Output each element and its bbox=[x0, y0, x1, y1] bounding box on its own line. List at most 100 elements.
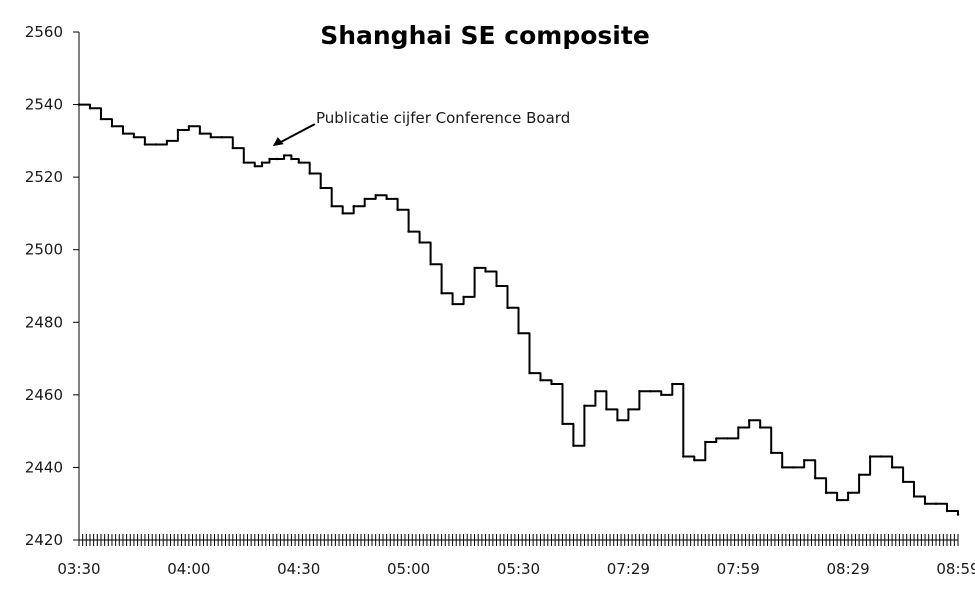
data-point bbox=[407, 230, 410, 233]
data-point bbox=[165, 139, 169, 143]
y-tick-label: 2420 bbox=[25, 531, 63, 549]
data-point bbox=[682, 455, 685, 458]
data-point bbox=[260, 161, 264, 164]
data-point bbox=[319, 186, 322, 190]
data-point bbox=[330, 205, 333, 208]
data-point bbox=[605, 408, 608, 411]
data-point bbox=[418, 241, 421, 244]
data-point bbox=[901, 480, 905, 484]
data-point bbox=[879, 455, 883, 458]
data-point bbox=[616, 419, 619, 422]
y-tick-label: 2500 bbox=[25, 241, 63, 259]
data-point bbox=[374, 194, 377, 197]
data-point bbox=[99, 117, 103, 121]
data-point bbox=[704, 440, 707, 444]
data-point bbox=[638, 390, 641, 393]
data-point bbox=[759, 426, 762, 429]
data-point bbox=[781, 466, 784, 469]
x-tick-label: 07:59 bbox=[717, 560, 760, 578]
data-point bbox=[934, 502, 938, 505]
chart-title: Shanghai SE composite bbox=[320, 21, 650, 50]
series-layer bbox=[77, 103, 960, 516]
data-point bbox=[517, 332, 520, 335]
data-point bbox=[748, 419, 751, 422]
data-point bbox=[209, 136, 212, 139]
data-point bbox=[268, 157, 271, 161]
data-point bbox=[352, 205, 355, 208]
y-axis-ticks: 2420 2440 2460 2480 2500 2520 2540 2560 bbox=[25, 23, 79, 549]
data-point bbox=[143, 143, 147, 146]
data-point bbox=[671, 382, 674, 386]
data-point bbox=[803, 459, 806, 462]
data-point bbox=[726, 437, 729, 440]
y-tick-label: 2540 bbox=[25, 96, 63, 114]
data-point bbox=[275, 157, 278, 161]
data-point bbox=[835, 498, 839, 502]
data-point bbox=[429, 263, 432, 266]
data-point bbox=[539, 379, 542, 382]
annotation-label: Publicatie cijfer Conference Board bbox=[316, 109, 570, 127]
data-point bbox=[550, 382, 553, 386]
data-point bbox=[857, 473, 861, 476]
data-point bbox=[506, 306, 509, 309]
annotation-arrow bbox=[278, 123, 316, 144]
x-tick-label: 04:00 bbox=[167, 560, 210, 578]
annotation: Publicatie cijfer Conference Board bbox=[272, 109, 570, 147]
data-point bbox=[308, 172, 311, 175]
data-point bbox=[814, 477, 817, 480]
data-point bbox=[846, 491, 850, 494]
data-point bbox=[396, 208, 399, 211]
series-line bbox=[78, 103, 959, 516]
data-point bbox=[77, 103, 81, 106]
x-tick-label: 03:30 bbox=[57, 560, 100, 578]
data-point bbox=[110, 125, 114, 128]
y-tick-label: 2560 bbox=[25, 23, 63, 41]
x-axis-ticks: 03:30 04:00 04:30 05:00 05:30 07:29 07:59 08:29… bbox=[57, 534, 975, 578]
data-point bbox=[824, 491, 828, 494]
data-point bbox=[737, 426, 740, 429]
annotation-arrowhead bbox=[272, 137, 284, 147]
data-point bbox=[451, 302, 454, 306]
data-point bbox=[912, 495, 916, 498]
x-tick-label: 08:29 bbox=[827, 560, 870, 578]
data-point bbox=[253, 165, 256, 168]
data-point bbox=[341, 212, 344, 215]
data-point bbox=[462, 295, 465, 299]
y-tick-label: 2460 bbox=[25, 386, 63, 404]
data-point bbox=[242, 161, 245, 164]
data-point bbox=[282, 154, 286, 157]
data-point bbox=[528, 371, 531, 375]
data-point bbox=[88, 107, 92, 110]
data-point bbox=[121, 132, 125, 135]
data-point bbox=[572, 444, 575, 447]
data-point bbox=[385, 197, 388, 201]
data-point bbox=[473, 266, 476, 270]
data-point bbox=[198, 132, 202, 135]
y-tick-label: 2520 bbox=[25, 168, 63, 186]
x-tick-label: 05:00 bbox=[387, 560, 430, 578]
data-point bbox=[594, 390, 597, 393]
data-point bbox=[770, 451, 773, 455]
data-point bbox=[220, 136, 223, 139]
data-point bbox=[890, 466, 894, 469]
data-point bbox=[132, 136, 136, 139]
data-point bbox=[956, 513, 960, 516]
data-point bbox=[154, 143, 158, 146]
data-point bbox=[187, 125, 191, 128]
data-point bbox=[363, 197, 366, 201]
x-tick-label: 07:29 bbox=[607, 560, 650, 578]
data-point bbox=[868, 455, 872, 458]
data-point bbox=[495, 284, 498, 288]
x-tick-label: 05:30 bbox=[497, 560, 540, 578]
data-point bbox=[649, 390, 652, 393]
data-point bbox=[660, 393, 663, 397]
data-point bbox=[231, 146, 234, 150]
data-point bbox=[693, 459, 696, 462]
data-point bbox=[176, 128, 180, 132]
data-point bbox=[484, 270, 487, 273]
data-point bbox=[627, 408, 630, 411]
data-point bbox=[583, 404, 586, 407]
data-point bbox=[561, 422, 564, 426]
